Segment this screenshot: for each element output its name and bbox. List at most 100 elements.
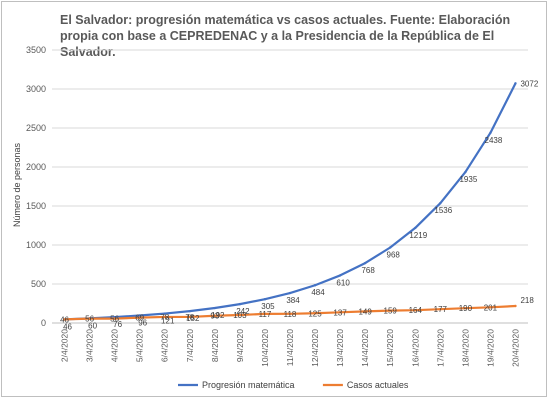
data-point (213, 314, 217, 317)
data-label: 484 (311, 288, 325, 297)
data-label: 1935 (459, 175, 477, 184)
data-label: 192 (211, 311, 225, 320)
x-tick-label: 17/4/2020 (435, 329, 445, 367)
x-tick-label: 15/4/2020 (385, 329, 395, 367)
x-tick-label: 2/4/2020 (60, 329, 70, 362)
chart-title: El Salvador: progresión matemática vs ca… (60, 13, 511, 59)
data-label: 60 (88, 321, 97, 330)
data-point (439, 201, 442, 205)
legend-label: Casos actuales (347, 380, 409, 390)
data-point (464, 306, 467, 310)
y-tick-label: 1500 (26, 201, 46, 211)
data-label: 1536 (434, 206, 452, 215)
y-tick-label: 2000 (26, 162, 46, 172)
x-tick-label: 6/4/2020 (160, 329, 170, 362)
data-point (464, 170, 467, 174)
y-tick-label: 2500 (26, 123, 46, 133)
data-point (238, 302, 242, 306)
data-label: 46 (63, 322, 72, 331)
data-label: 164 (409, 306, 423, 315)
data-label: 56 (85, 315, 94, 324)
data-point (188, 315, 191, 319)
data-point (88, 317, 91, 320)
data-point (389, 246, 392, 249)
data-label: 46 (60, 315, 69, 324)
data-point (338, 311, 342, 314)
data-point (138, 316, 141, 319)
x-tick-label: 12/4/2020 (310, 329, 320, 367)
legend-label: Progresión matemática (202, 380, 295, 390)
x-tick-label: 5/4/2020 (135, 329, 145, 362)
x-tick-label: 10/4/2020 (260, 329, 270, 367)
data-point (363, 310, 367, 313)
data-label: 78 (185, 313, 194, 322)
x-tick-label: 13/4/2020 (335, 329, 345, 367)
data-point (313, 284, 317, 287)
x-tick-label: 14/4/2020 (360, 329, 370, 367)
data-point (313, 312, 317, 315)
legend: Progresión matemática Casos actuales (178, 380, 409, 390)
x-tick-label: 18/4/2020 (460, 329, 470, 367)
data-label: 968 (387, 250, 401, 259)
data-point (363, 261, 367, 265)
x-tick-label: 19/4/2020 (485, 329, 495, 367)
data-label: 242 (236, 307, 250, 316)
data-label: 56 (110, 315, 119, 324)
x-tick-label: 16/4/2020 (410, 329, 420, 367)
data-point (188, 309, 191, 313)
data-label: 93 (210, 312, 219, 321)
data-point (514, 82, 517, 85)
y-axis-title: Número de personas (12, 142, 22, 227)
data-point (213, 306, 217, 310)
data-label: 201 (484, 303, 498, 312)
data-point (288, 291, 292, 295)
data-label: 768 (361, 266, 375, 275)
data-point (113, 317, 116, 320)
data-label: 76 (113, 320, 122, 329)
data-point (138, 314, 141, 317)
y-tick-label: 0 (41, 318, 46, 328)
y-tick-label: 3500 (26, 45, 46, 55)
data-label: 121 (161, 317, 175, 326)
data-label: 305 (261, 302, 275, 311)
x-tick-label: 8/4/2020 (210, 329, 220, 362)
data-label: 177 (434, 305, 448, 314)
x-tick-label: 20/4/2020 (510, 329, 520, 367)
data-point (163, 315, 166, 319)
data-label: 1219 (409, 231, 427, 240)
data-label: 384 (286, 296, 300, 305)
data-point (238, 313, 242, 317)
data-label: 610 (336, 278, 350, 287)
data-point (414, 309, 417, 312)
data-label: 3072 (520, 79, 538, 88)
x-tick-label: 3/4/2020 (85, 329, 95, 362)
x-tick-label: 7/4/2020 (185, 329, 195, 362)
data-label: 69 (135, 314, 144, 323)
data-label: 159 (384, 307, 398, 316)
data-point (414, 226, 417, 230)
data-label: 2438 (485, 136, 503, 145)
data-label: 96 (138, 319, 147, 328)
data-label: 152 (186, 314, 200, 323)
data-label: 137 (333, 308, 347, 317)
data-point (439, 307, 442, 311)
data-label: 190 (459, 304, 473, 313)
data-point (288, 312, 292, 315)
data-point (489, 306, 492, 309)
data-point (389, 309, 392, 312)
data-label: 78 (160, 313, 169, 322)
data-label: 118 (284, 310, 297, 319)
x-tick-label: 11/4/2020 (285, 329, 295, 366)
data-point (514, 304, 517, 308)
data-point (263, 312, 267, 316)
data-label: 218 (520, 296, 534, 305)
data-label: 117 (259, 310, 272, 319)
data-point (163, 312, 166, 315)
data-label: 149 (358, 307, 372, 316)
y-tick-label: 500 (31, 279, 46, 289)
data-point (338, 274, 342, 277)
x-tick-label: 4/4/2020 (110, 329, 120, 362)
data-label: 125 (308, 309, 322, 318)
